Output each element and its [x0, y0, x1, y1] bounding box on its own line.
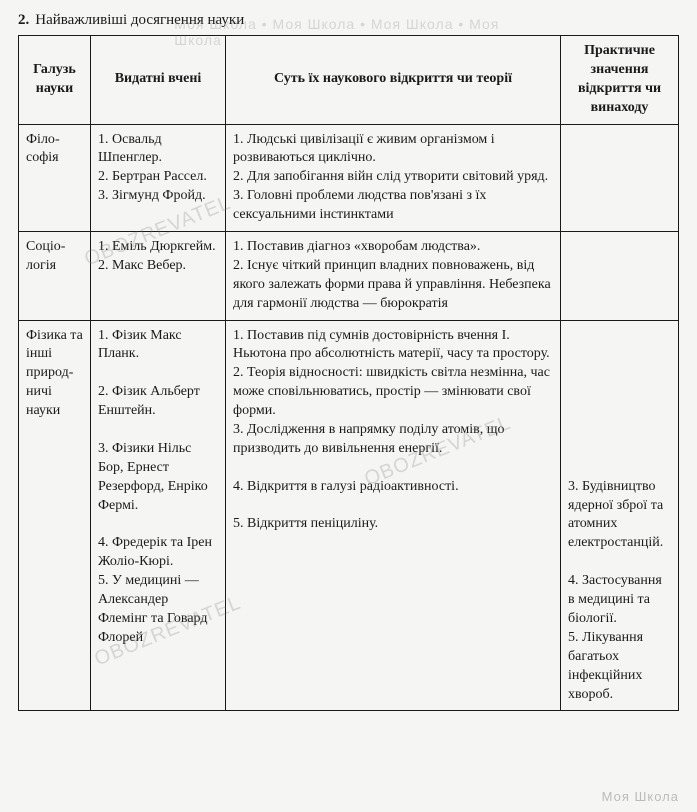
header-field: Галузь науки	[19, 36, 91, 125]
table-row: Філо­софія 1. Освальд Шпенглер.2. Бертра…	[19, 124, 679, 231]
title-text: Найважливіші досягнення науки	[35, 12, 244, 29]
cell-theory: 1. Людські цивілізації є живим ор­ганізм…	[226, 124, 561, 231]
cell-field: Філо­софія	[19, 124, 91, 231]
header-practice: Практичне значення відкриття чи винаходу	[561, 36, 679, 125]
title-number: 2.	[18, 12, 29, 29]
table-row: Соціо­логія 1. Еміль Дюркгейм.2. Макс Ве…	[19, 232, 679, 321]
header-theory: Суть їх наукового відкриття чи теорії	[226, 36, 561, 125]
cell-scientists: 1. Фізик Макс Планк. 2. Фізик Альберт Ен…	[91, 320, 226, 711]
cell-field: Фізика та інші природ­ничі науки	[19, 320, 91, 711]
cell-field: Соціо­логія	[19, 232, 91, 321]
page-title-row: 2. Найважливіші досягнення науки	[18, 12, 679, 29]
cell-scientists: 1. Освальд Шпенглер.2. Бертран Рассел.3.…	[91, 124, 226, 231]
cell-theory: 1. Поставив діагноз «хворобам людства».2…	[226, 232, 561, 321]
science-table: Галузь науки Видатні вчені Суть їх науко…	[18, 35, 679, 711]
cell-practice: 3. Будівниц­тво ядерної зброї та атом­ни…	[561, 320, 679, 711]
cell-theory: 1. Поставив під сумнів достовір­ність вч…	[226, 320, 561, 711]
header-scientists: Видатні вчені	[91, 36, 226, 125]
cell-scientists: 1. Еміль Дюркгейм.2. Макс Вебер.	[91, 232, 226, 321]
table-row: Фізика та інші природ­ничі науки 1. Фізи…	[19, 320, 679, 711]
cell-practice	[561, 124, 679, 231]
watermark-bottom: Моя Школа	[602, 789, 679, 804]
table-header-row: Галузь науки Видатні вчені Суть їх науко…	[19, 36, 679, 125]
cell-practice	[561, 232, 679, 321]
